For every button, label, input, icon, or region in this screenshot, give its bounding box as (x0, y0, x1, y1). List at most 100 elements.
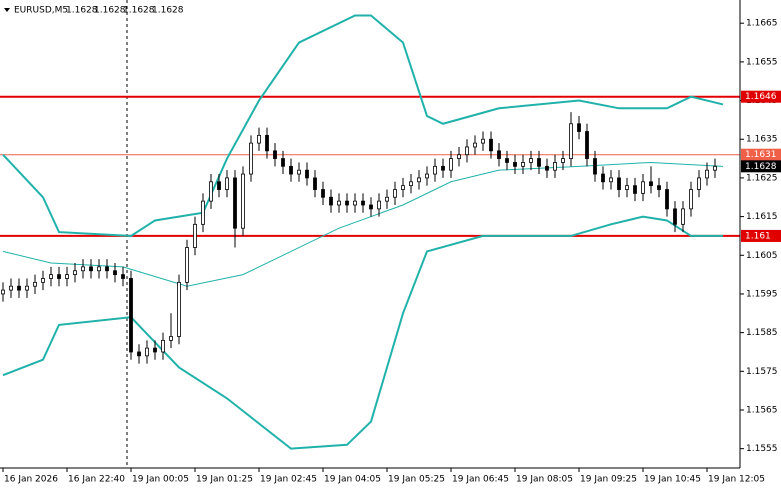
candle-body (113, 270, 117, 276)
x-tick-label: 19 Jan 10:45 (644, 475, 701, 485)
x-tick-label: 19 Jan 01:25 (196, 475, 253, 485)
candle-body (105, 266, 109, 272)
candle-body (673, 208, 677, 225)
candle-body (633, 185, 637, 194)
candle-body (697, 177, 701, 190)
candle-body (705, 169, 709, 179)
header-price: 1.1628 (94, 6, 126, 16)
y-tick-label: 1.1565 (746, 405, 778, 415)
candle-body (241, 173, 245, 229)
candle-body (481, 138, 485, 144)
candle-body (57, 274, 61, 279)
candle-body (649, 181, 653, 187)
candle-body (457, 154, 461, 159)
candle-body (41, 278, 45, 283)
y-tick-label: 1.1665 (746, 19, 778, 29)
candle-body (561, 158, 565, 163)
candle-body (313, 177, 317, 190)
candle-body (409, 181, 413, 187)
candle-body (65, 274, 69, 279)
candle-body (465, 146, 469, 156)
band-line (2, 215, 723, 450)
header: EURUSD,M5 1.1628 1.1628 1.1628 1.1628 (4, 6, 184, 16)
candle-body (545, 165, 549, 171)
candle-body (73, 270, 77, 276)
candle-body (273, 150, 277, 159)
x-tick-label: 16 Jan 2026 (4, 475, 58, 485)
candle-body (657, 185, 661, 190)
candle-body (9, 285, 13, 291)
candle-body (177, 281, 181, 337)
candle-body (585, 131, 589, 159)
candle-body (433, 165, 437, 175)
candle-body (569, 123, 573, 159)
x-tick-label: 19 Jan 08:05 (516, 475, 573, 485)
candle-body (577, 123, 581, 132)
candle-body (193, 223, 197, 248)
candle-body (601, 173, 605, 183)
band-line (2, 14, 724, 237)
candle-body (153, 347, 157, 353)
candle-body (217, 181, 221, 190)
x-tick-label: 19 Jan 05:25 (388, 475, 445, 485)
candle-body (17, 285, 21, 291)
candle-body (129, 278, 133, 353)
candle-body (449, 158, 453, 171)
candle-body (265, 134, 269, 152)
candle-body (281, 158, 285, 167)
candle-body (417, 177, 421, 183)
y-tick-label: 1.1595 (746, 289, 778, 299)
x-tick-label: 19 Jan 09:25 (580, 475, 637, 485)
candle-body (665, 189, 669, 210)
candle-body (361, 200, 365, 206)
candle-body (1, 289, 5, 295)
candle-body (33, 281, 37, 287)
candle-body (473, 142, 477, 148)
candle-body (329, 196, 333, 206)
level-label-box (741, 90, 781, 103)
header-price: 1.1628 (66, 6, 98, 16)
candle-body (385, 196, 389, 202)
candle-body (169, 336, 173, 341)
candle-body (713, 165, 717, 171)
level-label: 1.1631 (745, 150, 777, 160)
current-price-label: 1.1628 (745, 162, 777, 172)
candle-body (225, 177, 229, 190)
level-label: 1.161 (745, 231, 771, 241)
header-arrow (4, 8, 10, 12)
y-tick-label: 1.1555 (746, 444, 778, 454)
level-label-box (741, 229, 781, 242)
x-tick-label: 19 Jan 02:45 (260, 475, 317, 485)
x-tick-label: 16 Jan 22:40 (68, 475, 125, 485)
candle-body (521, 162, 525, 167)
candle-body (617, 177, 621, 190)
candle-body (25, 285, 29, 291)
y-tick-label: 1.1605 (746, 251, 778, 261)
candle-body (401, 185, 405, 190)
candle-body (593, 158, 597, 175)
band-line (2, 161, 724, 287)
candle-body (137, 351, 141, 357)
y-tick-label: 1.1625 (746, 173, 778, 183)
candle-body (393, 189, 397, 198)
level-label: 1.1646 (745, 92, 777, 102)
candle-body (497, 150, 501, 159)
candle-body (425, 173, 429, 179)
candle-body (185, 247, 189, 283)
candle-body (369, 204, 373, 210)
candle-body (609, 177, 613, 183)
y-tick-label: 1.1575 (746, 367, 778, 377)
candle-body (353, 200, 357, 206)
candle-body (537, 158, 541, 167)
candle-body (681, 208, 685, 225)
candle-body (257, 134, 261, 144)
x-tick-label: 19 Jan 06:45 (452, 475, 509, 485)
candle-body (553, 162, 557, 171)
candle-body (121, 274, 125, 279)
candle-body (297, 169, 301, 175)
candle-body (233, 177, 237, 229)
header-price: 1.1628 (152, 6, 184, 16)
x-tick-label: 19 Jan 04:05 (324, 475, 381, 485)
candle-body (489, 138, 493, 152)
